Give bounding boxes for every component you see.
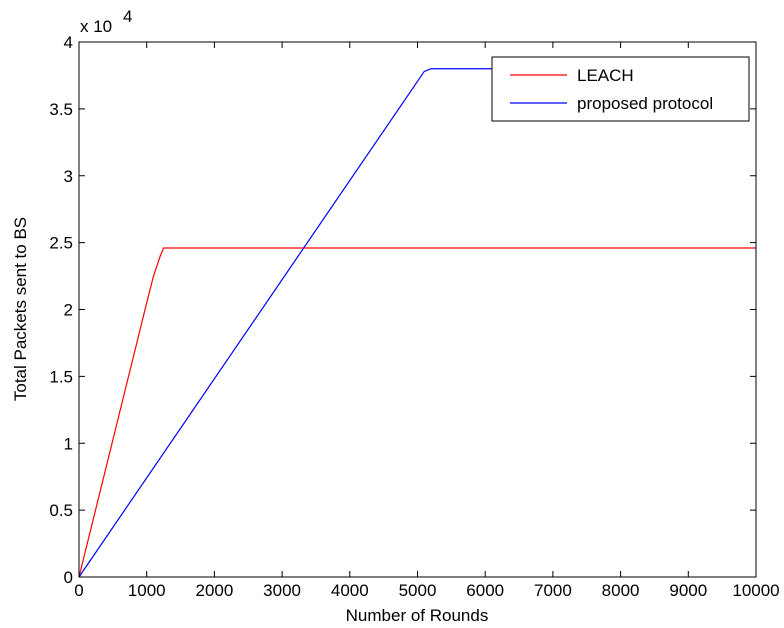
y-axis-title: Total Packets sent to BS [11, 217, 30, 401]
y-axis-multiplier-exponent: 4 [123, 7, 132, 26]
x-tick-label: 4000 [331, 581, 369, 600]
y-tick-label: 2.5 [49, 234, 73, 253]
y-tick-label: 0 [64, 568, 73, 587]
y-tick-label: 0.5 [49, 501, 73, 520]
x-tick-label: 10000 [732, 581, 779, 600]
y-tick-label: 3 [64, 167, 73, 186]
y-tick-label: 2 [64, 301, 73, 320]
y-tick-label: 3.5 [49, 100, 73, 119]
x-axis-title: Number of Rounds [346, 606, 489, 625]
x-tick-label: 3000 [263, 581, 301, 600]
series-layer [78, 68, 756, 578]
y-axis-multiplier-base: x 10 [80, 17, 112, 36]
y-axis-multiplier: x 10 4 [80, 7, 132, 36]
x-tick-label: 0 [74, 581, 83, 600]
x-tick-label: 6000 [466, 581, 504, 600]
y-tick-label: 1 [64, 434, 73, 453]
legend: LEACH proposed protocol [491, 56, 750, 122]
legend-box [491, 56, 750, 122]
ticks-layer: 0 1000 2000 3000 4000 5000 6000 7000 8000 9000 100… [49, 33, 779, 600]
series-line-proposed-protocol [78, 68, 506, 578]
series-line-leach [78, 247, 756, 578]
y-tick-label: 4 [64, 33, 73, 52]
x-tick-label: 5000 [399, 581, 437, 600]
x-tick-label: 8000 [602, 581, 640, 600]
plot-background [79, 42, 756, 577]
legend-label: proposed protocol [577, 94, 713, 113]
y-tick-label: 1.5 [49, 367, 73, 386]
x-tick-label: 7000 [534, 581, 572, 600]
legend-label: LEACH [577, 66, 634, 85]
x-tick-label: 2000 [195, 581, 233, 600]
x-tick-label: 1000 [128, 581, 166, 600]
x-tick-label: 9000 [669, 581, 707, 600]
